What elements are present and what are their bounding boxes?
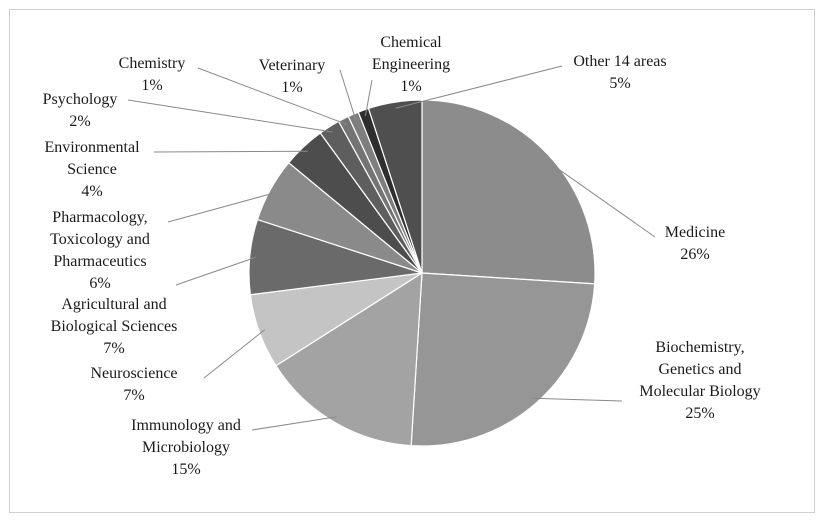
slice-name: Biochemistry, bbox=[655, 339, 744, 356]
slice-percent: 1% bbox=[400, 78, 421, 95]
slice-percent: 6% bbox=[89, 275, 110, 292]
leader-line bbox=[175, 256, 256, 286]
slice-label: Agricultural and Biological Sciences 7% bbox=[51, 296, 178, 357]
slice-percent: 15% bbox=[171, 461, 200, 478]
slice-label: Veterinary 1% bbox=[259, 57, 326, 96]
slice-name: Agricultural and bbox=[61, 296, 166, 313]
pie-slice bbox=[275, 271, 423, 447]
leader-line bbox=[197, 67, 347, 125]
slice-percent: 2% bbox=[69, 113, 90, 130]
leader-line bbox=[339, 69, 357, 120]
slice-label: Chemistry 1% bbox=[119, 55, 186, 94]
leader-lines bbox=[127, 65, 656, 431]
leader-line bbox=[167, 192, 276, 223]
slice-percent: 4% bbox=[81, 183, 102, 200]
slice-percent: 5% bbox=[609, 75, 630, 92]
leader-line bbox=[127, 99, 333, 133]
slice-name: Medicine bbox=[665, 224, 725, 241]
slice-name: Environmental bbox=[44, 139, 140, 156]
leader-line bbox=[153, 150, 308, 153]
slice-percent: 7% bbox=[103, 340, 124, 357]
pie-slice bbox=[410, 272, 596, 447]
pie-slice bbox=[421, 99, 596, 285]
slice-name: Veterinary bbox=[259, 57, 326, 74]
slice-percent: 7% bbox=[123, 387, 144, 404]
slice-percent: 26% bbox=[680, 246, 709, 263]
slice-name: Chemical bbox=[380, 34, 442, 51]
slice-labels: Medicine 26% Biochemistry, Genetics and Mole… bbox=[43, 34, 761, 478]
slice-name: Genetics and bbox=[658, 361, 741, 378]
slice-name: Science bbox=[67, 161, 117, 178]
slice-label: Neuroscience 7% bbox=[90, 365, 177, 404]
leader-line bbox=[203, 329, 266, 379]
slice-name: Pharmacology, bbox=[52, 209, 147, 226]
slice-percent: 25% bbox=[685, 405, 714, 422]
leader-line bbox=[532, 397, 623, 402]
slice-label: Medicine 26% bbox=[665, 224, 725, 263]
slice-name: Chemistry bbox=[119, 55, 186, 72]
slice-name: Other 14 areas bbox=[573, 53, 666, 70]
slice-label: Biochemistry, Genetics and Molecular Biolo… bbox=[639, 339, 760, 422]
slice-name: Molecular Biology bbox=[639, 383, 760, 400]
slice-name: Psychology bbox=[43, 91, 118, 108]
pie-slice bbox=[367, 99, 423, 274]
slice-name: Toxicology and bbox=[50, 231, 150, 248]
leader-line bbox=[251, 416, 338, 431]
slice-name: Neuroscience bbox=[90, 365, 177, 382]
slice-percent: 1% bbox=[281, 79, 302, 96]
slice-name: Engineering bbox=[372, 56, 450, 73]
slice-label: Environmental Science 4% bbox=[44, 139, 140, 200]
slice-label: Chemical Engineering 1% bbox=[372, 34, 450, 95]
slice-label: Immunology and Microbiology 15% bbox=[131, 417, 241, 478]
slice-name: Pharmaceutics bbox=[53, 253, 146, 270]
leader-line bbox=[395, 65, 563, 109]
leader-line bbox=[543, 158, 656, 238]
slice-label: Other 14 areas 5% bbox=[573, 53, 666, 92]
slice-label: Psychology 2% bbox=[43, 91, 118, 130]
slice-name: Biological Sciences bbox=[51, 318, 178, 335]
slice-percent: 1% bbox=[141, 77, 162, 94]
slice-label: Pharmacology, Toxicology and Pharmaceutics… bbox=[50, 209, 150, 292]
slice-name: Immunology and bbox=[131, 417, 241, 434]
pie-slices bbox=[248, 99, 596, 447]
slice-name: Microbiology bbox=[142, 439, 230, 456]
leader-line bbox=[364, 79, 373, 116]
